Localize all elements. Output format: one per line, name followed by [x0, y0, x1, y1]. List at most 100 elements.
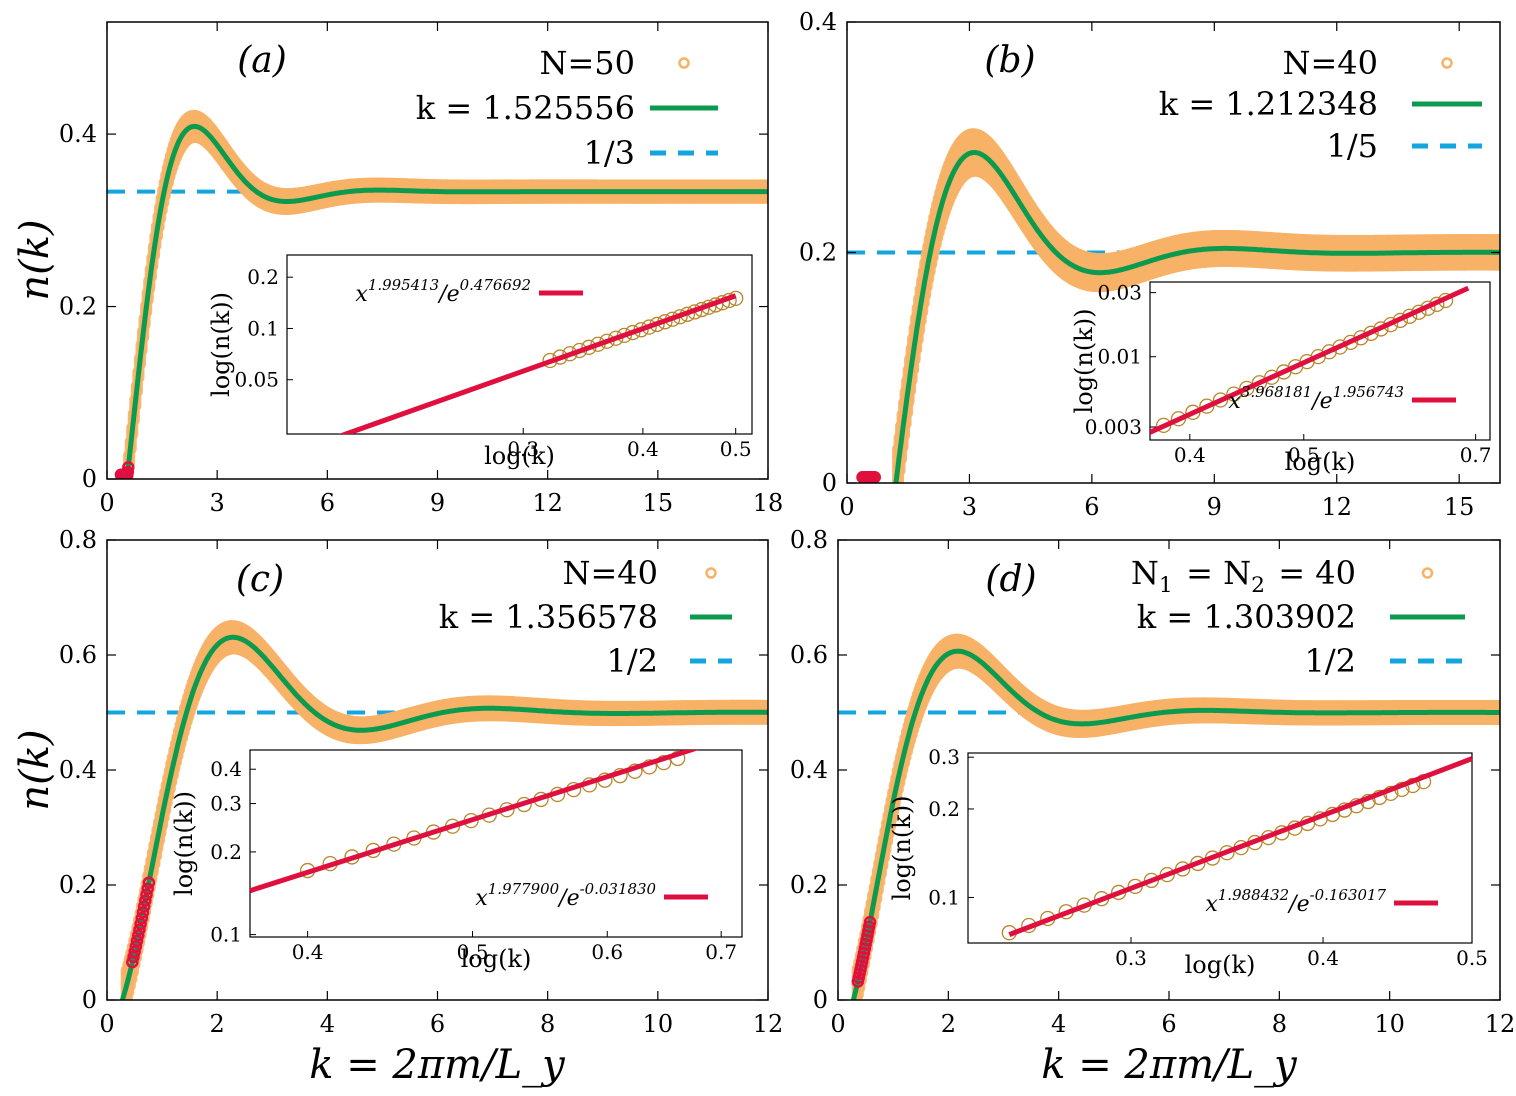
- y-tick-label: 0: [813, 986, 828, 1014]
- smallk-point: [868, 470, 882, 483]
- smallk-point: [133, 923, 146, 936]
- x-tick-label: 0: [839, 493, 854, 521]
- smallk-point: [122, 461, 135, 474]
- smallk-points: [114, 461, 135, 479]
- legend-label-fit: k = 1.356578: [439, 598, 658, 636]
- inset-x-axis-title: log(k): [484, 442, 555, 470]
- fit-curve: [850, 648, 1500, 1000]
- inset-x-tick-label: 0.6: [591, 940, 623, 964]
- x-tick-label: 4: [320, 1010, 335, 1038]
- legend-label-fit: k = 1.212348: [1159, 85, 1378, 123]
- y-tick-label: 0.2: [790, 871, 828, 899]
- plot-area: [847, 128, 1500, 483]
- fit-curve: [124, 123, 768, 479]
- inset-y-tick-label: 0.2: [210, 840, 242, 864]
- x-tick-label: 15: [643, 489, 674, 517]
- legend-marker-data: [1421, 567, 1434, 579]
- legend: N=50 k = 1.525556 1/3: [416, 44, 718, 172]
- legend: N1 = N2 = 40k = 1.303902 1/2: [1131, 554, 1465, 680]
- inset-y-tick-label: 0.01: [1097, 345, 1142, 369]
- legend-label-data: N=40: [1282, 44, 1378, 82]
- y-tick-label: 0.8: [59, 526, 97, 554]
- inset-x-tick-label: 0.5: [1288, 443, 1320, 467]
- smallk-point: [130, 934, 144, 948]
- inset-legend-label: x3.968181/e1.956743: [1228, 383, 1404, 414]
- inset-x-tick-label: 0.7: [1460, 443, 1492, 467]
- inset-x-axis-title: log(k): [1285, 448, 1356, 476]
- plot-area: [107, 619, 768, 1000]
- inset-frame: [286, 254, 753, 435]
- panel-label: (b): [984, 40, 1035, 81]
- x-tick-label: 12: [753, 1010, 784, 1038]
- x-tick-label: 9: [1207, 493, 1222, 521]
- panel-label: (c): [236, 559, 284, 600]
- smallk-point: [134, 917, 147, 931]
- inset: 0.4 0.5 0.7 0.003 0.01 0.03 log(k) log(n(k)) x3.…: [1070, 281, 1492, 476]
- x-tick-label: 6: [1084, 493, 1099, 521]
- x-tick-label: 10: [1374, 1010, 1405, 1038]
- smallk-points: [856, 470, 882, 483]
- inset-y-axis-title: log(n(k)): [1070, 309, 1098, 414]
- x-tick-label: 9: [430, 489, 445, 517]
- inset-legend-label: x1.995413/e0.476692: [355, 276, 531, 307]
- x-tick-label: 10: [643, 1010, 674, 1038]
- x-tick-label: 12: [532, 489, 563, 517]
- inset-fit-line: [1150, 285, 1470, 435]
- inset-y-tick-label: 0.1: [928, 885, 960, 909]
- inset-x-tick-label: 0.5: [1456, 946, 1488, 970]
- legend-label-fit: k = 1.525556: [416, 89, 635, 127]
- x-tick-label: 8: [1272, 1010, 1287, 1038]
- inset-x-tick-label: 0.4: [1307, 946, 1339, 970]
- inset: 0.4 0.5 0.6 0.7 0.1 0.2 0.3 0.4 log(k) log(n(k)) x…: [170, 749, 743, 973]
- x-axis-title: k = 2πm/L_y: [1041, 1042, 1298, 1088]
- inset-frame: [1149, 281, 1491, 441]
- y-tick-label: 0.4: [59, 756, 97, 784]
- inset-y-tick-label: 0.03: [1097, 281, 1142, 305]
- y-tick-label: 0.4: [59, 120, 97, 148]
- plot-area: [838, 633, 1500, 1000]
- smallk-points: [851, 915, 877, 988]
- x-tick-label: 6: [320, 489, 335, 517]
- x-tick-label: 15: [1444, 493, 1475, 521]
- inset-x-tick-label: 0.7: [705, 940, 737, 964]
- panel-label: (d): [985, 559, 1036, 600]
- inset: 0.3 0.4 0.5 0.1 0.2 0.3 log(k) log(n(k)) x1.9884…: [888, 745, 1488, 979]
- inset-plot-area: [250, 750, 699, 894]
- y-axis-title: n(k): [12, 219, 58, 300]
- fit-curve: [893, 150, 1500, 483]
- inset-point: [1226, 386, 1242, 402]
- smallk-point: [863, 915, 877, 929]
- x-tick-label: 18: [753, 489, 784, 517]
- y-tick-label: 0: [82, 465, 97, 493]
- inset-y-tick-label: 0.3: [928, 745, 960, 769]
- legend-label-ref: 1/2: [607, 642, 659, 680]
- y-tick-label: 0.8: [790, 526, 828, 554]
- smallk-point: [135, 911, 149, 925]
- inset-frame: [249, 749, 743, 938]
- x-tick-label: 12: [1321, 493, 1352, 521]
- inset-x-axis-title: log(k): [1185, 951, 1256, 979]
- legend-label-ref: 1/2: [1305, 642, 1357, 680]
- x-tick-label: 0: [99, 1010, 114, 1038]
- smallk-point: [137, 900, 151, 913]
- x-tick-label: 6: [1161, 1010, 1176, 1038]
- inset-plot-area: [1150, 285, 1470, 435]
- smallk-points: [126, 876, 156, 969]
- y-tick-label: 0.6: [790, 641, 828, 669]
- smallk-point: [121, 465, 135, 479]
- inset-legend-label: x1.988432/e-0.163017: [1205, 886, 1386, 917]
- smallk-point: [140, 888, 153, 901]
- x-tick-label: 8: [540, 1010, 555, 1038]
- smallk-point: [141, 882, 154, 895]
- y-tick-label: 0.4: [799, 8, 837, 36]
- x-tick-label: 0: [99, 489, 114, 517]
- legend-label-data: N=50: [539, 44, 635, 82]
- legend-label-data: N1 = N2 = 40: [1131, 554, 1356, 598]
- y-tick-label: 0.2: [59, 293, 97, 321]
- legend-label-ref: 1/3: [584, 134, 636, 172]
- inset-x-tick-label: 0.4: [292, 940, 324, 964]
- inset-plot-area: [1001, 756, 1472, 941]
- inset-x-tick-label: 0.5: [457, 940, 489, 964]
- inset-y-tick-label: 0.4: [210, 757, 242, 781]
